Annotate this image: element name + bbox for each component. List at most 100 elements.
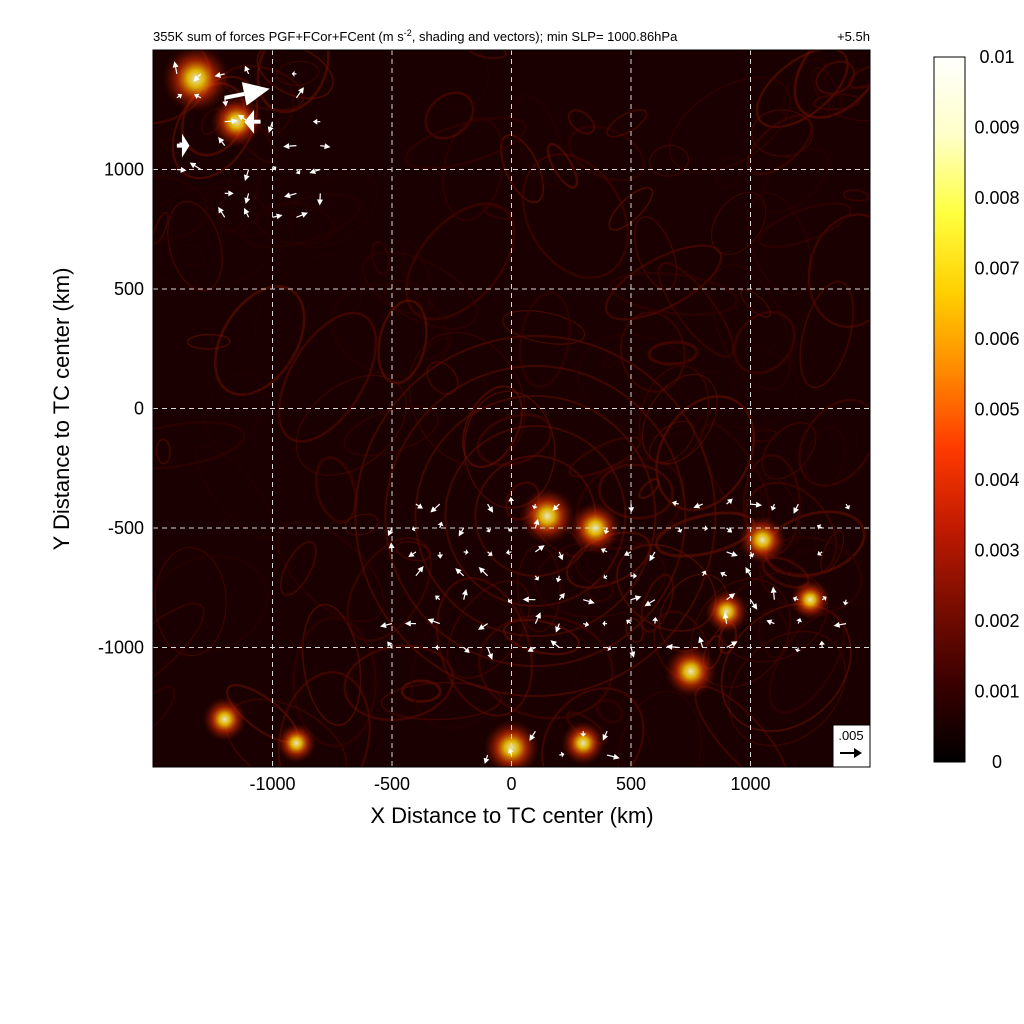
force-vector (317, 193, 324, 206)
force-vector (508, 527, 513, 532)
shading-swirl (640, 573, 675, 633)
force-vector (722, 612, 729, 624)
force-vector (624, 550, 632, 557)
force-vector (243, 169, 250, 182)
force-vector (295, 169, 301, 175)
shading-swirl (598, 463, 674, 520)
force-vector (172, 61, 179, 75)
force-vector (415, 503, 423, 509)
force-vectors (172, 61, 850, 764)
shading-swirl (855, 417, 870, 459)
force-vector (793, 503, 799, 514)
shading-swirl (728, 630, 847, 747)
force-vector (222, 97, 229, 107)
shading-swirl (277, 311, 378, 443)
force-vector (176, 133, 190, 158)
force-vector (309, 168, 321, 175)
force-vector (527, 646, 536, 652)
force-vector (244, 65, 250, 75)
shading-swirl (424, 91, 475, 140)
x-axis-label: X Distance to TC center (km) (370, 803, 653, 828)
shading-swirl (154, 547, 227, 657)
force-vector (726, 593, 736, 601)
shading-swirl (155, 438, 172, 465)
x-tick-label: 0 (506, 774, 516, 794)
force-vector (387, 527, 394, 536)
force-vector (555, 575, 562, 583)
plot-frame (152, 49, 871, 768)
force-vector (726, 527, 733, 533)
x-axis-ticks: -1000 -500 0 500 1000 (249, 774, 770, 794)
shading-swirl (759, 147, 830, 214)
force-vector (628, 504, 635, 513)
force-vector (507, 748, 514, 756)
force-vector (748, 551, 755, 558)
shading-swirl (733, 310, 796, 375)
shading-swirl (609, 271, 738, 316)
force-vector (531, 503, 538, 510)
shading-swirl (502, 310, 586, 345)
force-vector (630, 572, 638, 579)
shading-swirl (242, 193, 361, 249)
shading-swirl (383, 280, 431, 315)
colorbar-tick-label: 0.009 (974, 118, 1019, 138)
force-vector (218, 206, 226, 218)
force-vector (606, 753, 620, 760)
force-vector (243, 207, 250, 218)
shading-hotspot (664, 645, 717, 698)
shading-hotspot (704, 589, 749, 634)
force-vector (583, 598, 595, 605)
force-vector (387, 641, 393, 648)
shading-swirl (740, 289, 772, 318)
force-vector (487, 647, 493, 660)
force-vector (505, 549, 512, 556)
shading-swirl (153, 186, 278, 290)
force-vector (833, 621, 847, 628)
shading-swirl (153, 211, 169, 245)
force-vector (693, 502, 703, 509)
shading-swirl (209, 180, 268, 238)
shading-swirl (805, 425, 847, 490)
force-vector (750, 599, 758, 610)
force-vector (478, 567, 489, 577)
force-vector (224, 82, 270, 106)
force-vector (272, 213, 283, 220)
force-vector (427, 618, 441, 625)
shading-swirl (568, 436, 642, 478)
shading-swirl (720, 603, 852, 733)
x-tick-label: 1000 (730, 774, 770, 794)
force-vector (821, 596, 827, 602)
shading-swirl (380, 682, 502, 721)
colorbar-tick-label: 0.004 (974, 470, 1019, 490)
reference-vector-box: .005 (832, 724, 871, 768)
force-vector (437, 551, 444, 559)
force-vector (702, 525, 708, 532)
force-vector (606, 645, 612, 651)
shading-swirl (386, 50, 489, 111)
colorbar-tick-label: 0.001 (974, 682, 1019, 702)
colorbar-tick-label: 0.002 (974, 611, 1019, 631)
shading-swirl (384, 365, 687, 668)
force-vector (842, 599, 849, 606)
force-vector (224, 190, 234, 197)
shading-swirl (414, 395, 657, 638)
force-vector (726, 498, 733, 505)
shading-swirl (715, 156, 742, 189)
force-vector (701, 570, 707, 577)
colorbar-tick-label: 0.008 (974, 188, 1019, 208)
force-vector (487, 503, 494, 513)
shading-swirl (435, 576, 534, 717)
shading-hotspot (738, 515, 787, 564)
y-axis-ticks: -1000 -500 0 500 1000 (98, 160, 144, 658)
force-vector (408, 551, 417, 558)
time-label: +5.5h (837, 29, 870, 44)
force-vector (437, 521, 444, 529)
force-vector (816, 524, 823, 530)
force-vector (726, 641, 738, 649)
force-vector (630, 595, 642, 602)
force-vector (380, 622, 393, 629)
colorbar-tick-label: 0.007 (974, 259, 1019, 279)
force-vector (626, 619, 632, 625)
force-vector (455, 568, 465, 577)
